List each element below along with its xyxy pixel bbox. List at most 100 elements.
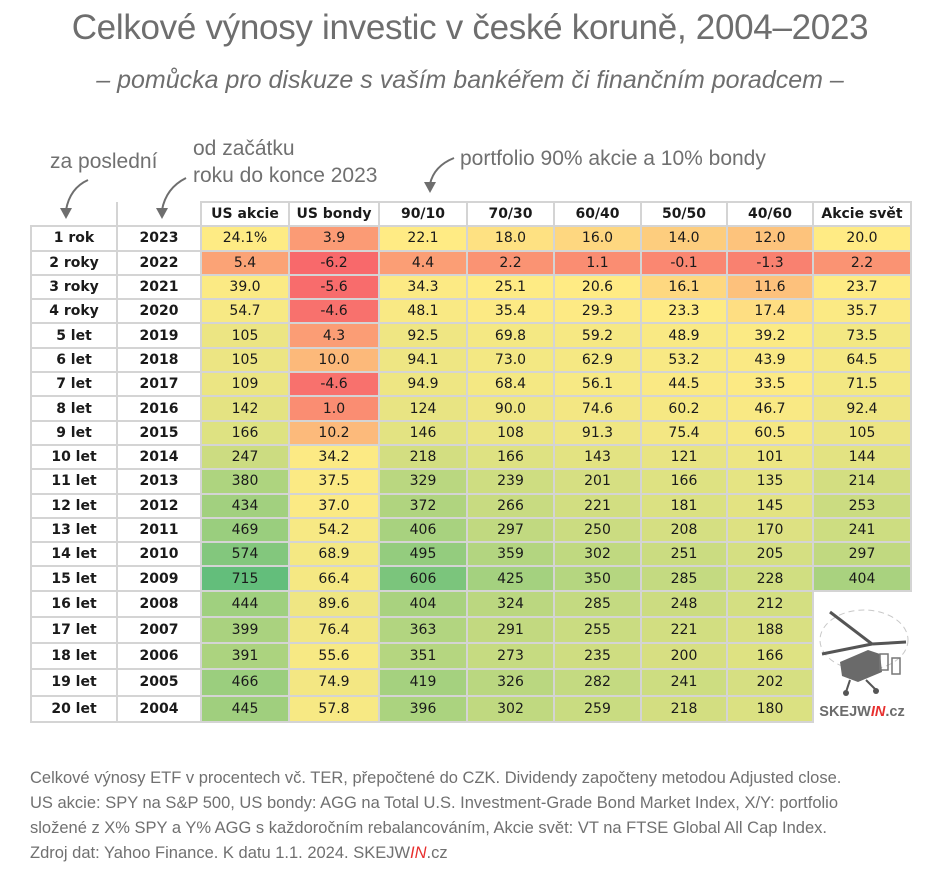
value-cell: 89.6 [288, 589, 380, 618]
table-row: 14 let 2010 574 68.9 495 359 302 251 205 297 [30, 541, 912, 568]
value-cell: 29.3 [553, 298, 642, 325]
footer-source: Zdroj dat: Yahoo Finance. K datu 1.1. 20… [30, 844, 411, 862]
table-row: 3 roky 2021 39.0 -5.6 34.3 25.1 20.6 16.1 11.6 23… [30, 273, 912, 301]
column-header: 70/30 [466, 200, 555, 228]
table-row: 16 let 2008 444 89.6 404 324 285 248 212 SKEJWIN.… [30, 589, 911, 722]
page-subtitle: – pomůcka pro diskuze s vaším bankéřem č… [96, 66, 844, 94]
value-cell: 60.5 [726, 419, 814, 446]
value-cell: 60.2 [640, 395, 728, 422]
value-cell: 218 [378, 443, 468, 471]
value-cell: 57.8 [288, 694, 380, 723]
value-cell: 297 [466, 516, 555, 544]
value-cell: 16.1 [640, 273, 728, 301]
table-row: 10 let 2014 247 34.2 218 166 143 121 101 144 [30, 443, 912, 471]
value-cell: 282 [553, 668, 642, 697]
value-cell: 109 [200, 371, 290, 398]
value-cell: 48.1 [378, 298, 468, 325]
period-label: 11 let [30, 468, 118, 495]
value-cell: 10.0 [288, 346, 380, 374]
period-label: 13 let [30, 516, 118, 544]
value-cell: 73.0 [466, 346, 555, 374]
table-row: 11 let 2013 380 37.5 329 239 201 166 135 214 [30, 468, 912, 495]
period-label: 2 roky [30, 249, 118, 276]
table-row: 12 let 2012 434 37.0 372 266 221 181 145 253 [30, 492, 912, 519]
table-row: 13 let 2011 469 54.2 406 297 250 208 170 241 [30, 516, 912, 544]
period-label: 18 let [30, 642, 118, 671]
value-cell: 24.1% [200, 225, 290, 252]
table-row: 6 let 2018 105 10.0 94.1 73.0 62.9 53.2 43.9 64.5 [30, 346, 912, 374]
value-cell: 14.0 [640, 225, 728, 252]
value-cell: 324 [466, 589, 555, 618]
value-cell: 241 [812, 516, 912, 544]
start-year: 2013 [116, 468, 202, 495]
value-cell: -5.6 [288, 273, 380, 301]
value-cell: 212 [726, 589, 814, 618]
footer-line: Celkové výnosy ETF v procentech vč. TER,… [30, 769, 842, 787]
value-cell: 43.9 [726, 346, 814, 374]
value-cell: 56.1 [553, 371, 642, 398]
value-cell: 74.9 [288, 668, 380, 697]
value-cell: 297 [812, 541, 912, 568]
period-label: 16 let [30, 589, 118, 618]
start-year: 2008 [116, 589, 202, 618]
value-cell: 76.4 [288, 615, 380, 645]
period-label: 19 let [30, 668, 118, 697]
value-cell: 406 [378, 516, 468, 544]
annotation-portfolio: portfolio 90% akcie a 10% bondy [460, 147, 766, 170]
start-year: 2018 [116, 346, 202, 374]
value-cell: 391 [200, 642, 290, 671]
value-cell: 251 [640, 541, 728, 568]
value-cell: 218 [640, 694, 728, 723]
column-header: US akcie [200, 200, 290, 228]
value-cell: 91.3 [553, 419, 642, 446]
column-header: 90/10 [378, 200, 468, 228]
value-cell: -1.3 [726, 249, 814, 276]
value-cell: 302 [466, 694, 555, 723]
value-cell: -4.6 [288, 371, 380, 398]
table-row: 2 roky 2022 5.4 -6.2 4.4 2.2 1.1 -0.1 -1.3 2.2 [30, 249, 912, 276]
value-cell: 22.1 [378, 225, 468, 252]
start-year: 2011 [116, 516, 202, 544]
value-cell: 12.0 [726, 225, 814, 252]
value-cell: 239 [466, 468, 555, 495]
value-cell: 20.0 [812, 225, 912, 252]
value-cell: 94.1 [378, 346, 468, 374]
helicopter-icon [819, 609, 909, 696]
logo-text: SKEJWIN.cz [819, 703, 905, 720]
value-cell: 396 [378, 694, 468, 723]
value-cell: 291 [466, 615, 555, 645]
value-cell: 372 [378, 492, 468, 519]
value-cell: 124 [378, 395, 468, 422]
value-cell: 135 [726, 468, 814, 495]
value-cell: 208 [640, 516, 728, 544]
value-cell: 255 [553, 615, 642, 645]
table-row: 4 roky 2020 54.7 -4.6 48.1 35.4 29.3 23.3 17.4 35… [30, 298, 912, 325]
value-cell: 34.3 [378, 273, 468, 301]
value-cell: 221 [640, 615, 728, 645]
value-cell: 5.4 [200, 249, 290, 276]
value-cell: 715 [200, 565, 290, 592]
column-header: 40/60 [726, 200, 814, 228]
returns-table: US akcie US bondy 90/10 70/30 60/40 50/5… [30, 200, 912, 723]
start-year: 2017 [116, 371, 202, 398]
value-cell: 495 [378, 541, 468, 568]
value-cell: 285 [640, 565, 728, 592]
value-cell: 44.5 [640, 371, 728, 398]
value-cell: 434 [200, 492, 290, 519]
period-label: 14 let [30, 541, 118, 568]
value-cell: 73.5 [812, 322, 912, 349]
header-blank [31, 202, 118, 227]
table-row: 15 let 2009 715 66.4 606 425 350 285 228 404 [30, 565, 912, 592]
value-cell: 69.8 [466, 322, 555, 349]
value-cell: 285 [553, 589, 642, 618]
value-cell: 94.9 [378, 371, 468, 398]
value-cell: 23.7 [812, 273, 912, 301]
table-row: 8 let 2016 142 1.0 124 90.0 74.6 60.2 46.7 92.4 [30, 395, 912, 422]
value-cell: 39.2 [726, 322, 814, 349]
header-blank [117, 202, 202, 227]
start-year: 2012 [116, 492, 202, 519]
value-cell: 469 [200, 516, 290, 544]
value-cell: 166 [200, 419, 290, 446]
value-cell: 221 [553, 492, 642, 519]
value-cell: 74.6 [553, 395, 642, 422]
